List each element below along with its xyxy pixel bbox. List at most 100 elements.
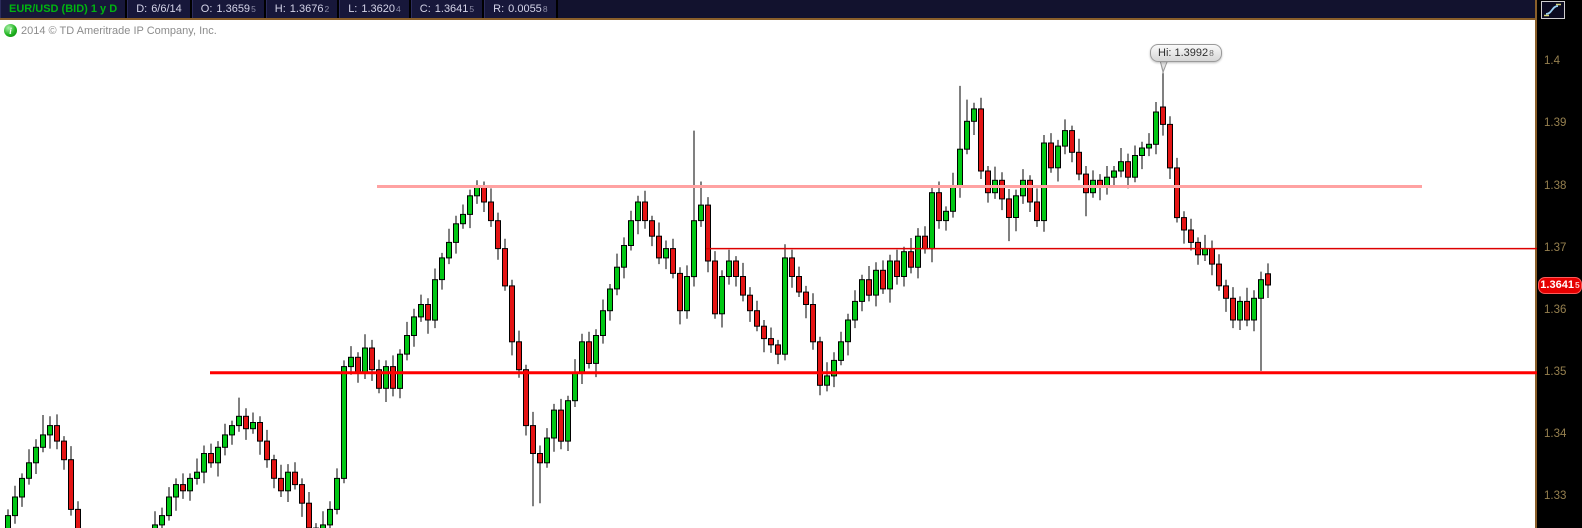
symbol-label: EUR/USD (BID) 1 y D xyxy=(9,3,118,15)
candle-down xyxy=(278,477,284,492)
candle-down xyxy=(908,251,914,268)
field-label: C: xyxy=(419,3,431,15)
candlestick-series xyxy=(5,66,1271,528)
candle-up xyxy=(579,341,585,374)
candle-up xyxy=(439,257,445,281)
candle-up xyxy=(334,477,340,510)
candle-up xyxy=(845,319,851,343)
candle-down xyxy=(558,409,564,442)
field-label: O: xyxy=(200,3,213,15)
candle-up xyxy=(782,257,788,355)
candle-down xyxy=(1167,123,1173,169)
candle-up xyxy=(446,241,452,259)
candle-up xyxy=(201,453,207,473)
candle-down xyxy=(1174,167,1180,219)
candle-up xyxy=(887,260,893,290)
date-readout: D: 6/6/14 xyxy=(127,0,192,18)
axis-tick-label: 1.4 xyxy=(1544,55,1560,68)
candle-down xyxy=(61,440,67,461)
candle-up xyxy=(460,213,466,225)
candle-up xyxy=(173,484,179,498)
candle-down xyxy=(880,269,886,290)
candle-down xyxy=(712,260,718,315)
hi-bubble-tail xyxy=(1159,58,1169,70)
candle-up xyxy=(1062,130,1068,147)
symbol-segment[interactable]: EUR/USD (BID) 1 y D xyxy=(0,0,128,18)
candle-up xyxy=(236,415,242,427)
low-readout: L: 1.3620 4 xyxy=(339,0,411,18)
axis-tick-label: 1.39 xyxy=(1544,117,1567,130)
candle-up xyxy=(1237,300,1243,321)
candle-down xyxy=(985,170,991,194)
candle-down xyxy=(502,248,508,287)
axis-tick-label: 1.36 xyxy=(1544,303,1567,316)
candle-down xyxy=(369,347,375,371)
candle-down xyxy=(1188,229,1194,243)
candle-down xyxy=(481,186,487,203)
candle-up xyxy=(684,276,690,312)
candle-down xyxy=(761,325,767,340)
candle-down xyxy=(68,459,74,510)
field-value-last-digit: 4 xyxy=(396,4,401,14)
axis-tick-label: 1.35 xyxy=(1544,365,1567,378)
candle-down xyxy=(789,257,795,277)
candle-up xyxy=(1013,195,1019,219)
candle-up xyxy=(362,347,368,374)
copyright: i 2014 © TD Ameritrade IP Company, Inc. xyxy=(4,24,217,37)
field-value-last-digit: 8 xyxy=(542,4,548,14)
candle-up xyxy=(229,425,235,436)
candle-up xyxy=(187,477,193,492)
candle-down xyxy=(642,201,648,222)
copyright-text: 2014 © TD Ameritrade IP Company, Inc. xyxy=(21,24,217,37)
candle-down xyxy=(509,285,515,343)
candle-up xyxy=(404,335,410,355)
candle-up xyxy=(607,288,613,312)
candle-up xyxy=(47,425,53,436)
field-value-last-digit: 5 xyxy=(469,4,475,14)
candle-down xyxy=(208,453,214,464)
field-value: 1.3659 xyxy=(216,3,251,15)
candle-down xyxy=(306,502,312,528)
field-value: 1.3641 xyxy=(434,3,469,15)
toolbar-divider xyxy=(0,18,1537,20)
candle-down xyxy=(257,422,263,442)
field-label: L: xyxy=(348,3,358,15)
field-value: 0.0055 xyxy=(508,3,542,15)
chart-area xyxy=(5,66,1537,528)
candle-down xyxy=(677,272,683,312)
candle-down xyxy=(1209,248,1215,265)
axis-divider xyxy=(1535,0,1537,528)
candle-up xyxy=(5,515,11,528)
high-price-last-digit: 8 xyxy=(1209,48,1214,58)
axis-tick-label: 1.37 xyxy=(1544,241,1567,254)
candle-down xyxy=(292,471,298,486)
candle-up xyxy=(467,195,473,215)
candle-up xyxy=(600,310,606,337)
candle-down xyxy=(516,341,522,371)
last-price-badge: 1.3641 5 xyxy=(1538,276,1582,294)
info-icon[interactable]: i xyxy=(4,24,17,37)
candle-down xyxy=(425,304,431,321)
field-value: 1.3620 xyxy=(361,3,396,15)
high-price-bubble: Hi: 1.3992 8 xyxy=(1150,44,1222,62)
chart-style-button[interactable] xyxy=(1541,1,1565,19)
candle-up xyxy=(1146,143,1152,149)
high-price-text: Hi: 1.3992 xyxy=(1158,47,1209,59)
candle-up xyxy=(341,366,347,479)
candle-up xyxy=(166,496,172,517)
candle-down xyxy=(299,484,305,504)
candle-down xyxy=(649,220,655,237)
candle-down xyxy=(754,310,760,327)
candle-down xyxy=(747,294,753,312)
field-label: D: xyxy=(136,3,148,15)
candle-up xyxy=(19,477,25,498)
axis-tick-label: 1.33 xyxy=(1544,490,1567,502)
price-axis[interactable]: 1.4 1.39 1.38 1.37 1.36 1.35 1.34 1.33 1.3641 5 xyxy=(1537,0,1582,528)
candle-down xyxy=(999,179,1005,200)
field-label: H: xyxy=(274,3,286,15)
candle-up xyxy=(915,235,921,268)
candle-up xyxy=(621,245,627,268)
candle-up xyxy=(1202,248,1208,256)
candle-up xyxy=(593,335,599,364)
candle-down xyxy=(1265,273,1271,286)
